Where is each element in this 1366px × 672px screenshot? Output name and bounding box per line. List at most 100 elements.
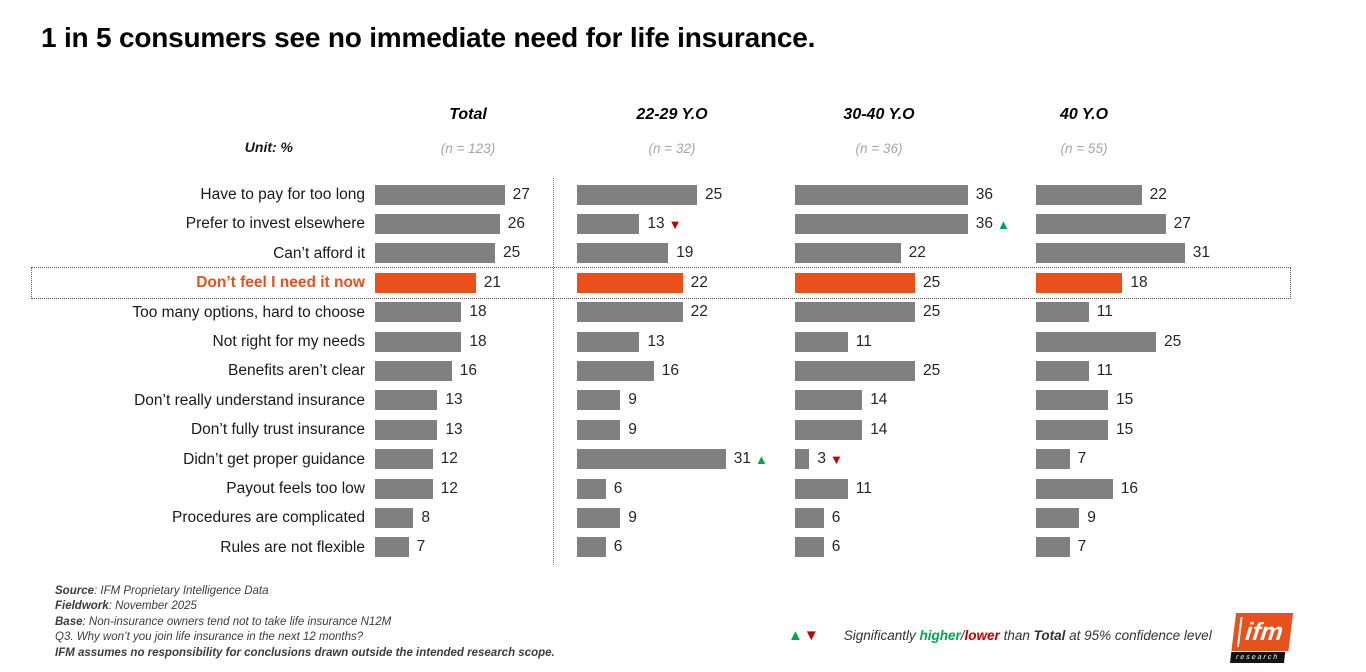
bar-value: 22 bbox=[690, 303, 708, 321]
bar-cell: 27 bbox=[375, 184, 530, 205]
significantly-higher-icon: ▲ bbox=[997, 216, 1010, 232]
bar-value: 22 bbox=[908, 244, 926, 262]
bar bbox=[577, 243, 669, 264]
bar bbox=[795, 478, 848, 499]
bar-value: 31 bbox=[733, 450, 752, 468]
bar-value: 13 bbox=[445, 391, 463, 409]
bar-value: 21 bbox=[483, 273, 502, 291]
bar-cell: 18 bbox=[1036, 272, 1148, 293]
bar-value: 16 bbox=[661, 362, 680, 380]
significance-legend: ▲▼ Significantly higher/lower than Total… bbox=[788, 627, 1212, 644]
row-label: Have to pay for too long bbox=[200, 186, 365, 203]
bar bbox=[795, 390, 863, 411]
legend-text: Significantly higher/lower than Total at… bbox=[843, 628, 1212, 643]
row-label: Payout feels too low bbox=[226, 480, 365, 497]
bar-cell: 25 bbox=[577, 184, 722, 205]
column-base-total: (n = 123) bbox=[440, 141, 496, 156]
ifm-logo: ifm research bbox=[1229, 613, 1294, 663]
bar-cell: 27 bbox=[1036, 214, 1191, 235]
bar-value: 14 bbox=[870, 420, 888, 438]
bar-value: 12 bbox=[440, 479, 458, 497]
bar bbox=[1036, 508, 1080, 529]
row-label: Don’t fully trust insurance bbox=[190, 421, 365, 439]
bar-cell: 12 bbox=[375, 478, 458, 499]
bar-value: 15 bbox=[1116, 391, 1134, 409]
chart-row: Too many options, hard to choose 18 22 25 11 bbox=[0, 298, 1366, 327]
bar-cell: 6 bbox=[577, 478, 622, 499]
bar-value: 16 bbox=[1120, 479, 1139, 497]
bar-cell: 9 bbox=[577, 390, 637, 411]
bar-cell: 11 bbox=[795, 478, 872, 499]
bar bbox=[1036, 331, 1156, 352]
bar bbox=[795, 537, 824, 558]
chart-row: Don’t really understand insurance 13 9 14 15 bbox=[0, 386, 1366, 415]
ifm-logo-subtext: research bbox=[1229, 652, 1286, 663]
bar-value: 18 bbox=[1130, 273, 1148, 291]
bar-cell: 25 bbox=[375, 243, 520, 264]
bar-cell: 14 bbox=[795, 419, 888, 440]
bar bbox=[375, 419, 438, 440]
chart-row: Benefits aren’t clear 16 16 25 11 bbox=[0, 356, 1366, 385]
footer-source-label: Source bbox=[55, 585, 94, 597]
footer-base-label: Base bbox=[55, 615, 83, 628]
footer-fieldwork-label: Fieldwork bbox=[55, 600, 109, 613]
bar bbox=[795, 361, 915, 382]
bar-cell: 13 bbox=[375, 419, 463, 440]
bar bbox=[795, 243, 901, 264]
bar bbox=[577, 449, 726, 470]
bar bbox=[577, 361, 654, 382]
bar-value: 3 bbox=[817, 450, 827, 468]
column-header-40: 40 Y.O bbox=[1059, 106, 1109, 123]
bar-cell: 36 bbox=[795, 184, 993, 205]
bar bbox=[375, 243, 495, 264]
chart-row: Can’t afford it 25 19 22 31 bbox=[0, 239, 1366, 268]
bar bbox=[1036, 390, 1108, 411]
bar-value: 11 bbox=[1096, 362, 1113, 380]
ifm-logo-text: ifm bbox=[1243, 617, 1285, 646]
column-header-total: Total bbox=[449, 106, 487, 123]
column-base-40: (n = 55) bbox=[1060, 141, 1108, 156]
footer-fieldwork-text: : November 2025 bbox=[108, 600, 197, 613]
bar bbox=[375, 390, 438, 411]
bar-cell: 21 bbox=[375, 272, 502, 293]
bar-cell: 9 bbox=[1036, 508, 1096, 529]
bar-value: 11 bbox=[855, 332, 872, 350]
bar-value: 7 bbox=[416, 538, 426, 556]
bar bbox=[577, 331, 640, 352]
bar bbox=[1036, 478, 1113, 499]
row-label: Don’t really understand insurance bbox=[134, 391, 365, 409]
bar-cell: 25 bbox=[795, 272, 940, 293]
bar-value: 25 bbox=[1164, 332, 1182, 350]
legend-higher-word: higher bbox=[919, 628, 961, 643]
bar-value: 22 bbox=[1149, 185, 1167, 203]
bar-cell: 11 bbox=[1036, 302, 1113, 323]
bar bbox=[375, 184, 505, 205]
bar bbox=[1036, 361, 1089, 382]
bar-cell: 11 bbox=[795, 331, 872, 352]
bar-value: 9 bbox=[628, 509, 637, 527]
bar-value: 9 bbox=[628, 391, 637, 409]
bar-value: 6 bbox=[613, 538, 623, 556]
row-label: Prefer to invest elsewhere bbox=[185, 215, 365, 233]
chart-rows: Have to pay for too long 27 25 36 22 Prefer t… bbox=[0, 180, 1366, 563]
bar-value: 25 bbox=[923, 362, 941, 380]
footer-base-line: Base: Non-insurance owners tend not to t… bbox=[55, 615, 555, 630]
bar-value: 18 bbox=[469, 332, 487, 350]
significantly-lower-icon: ▼ bbox=[830, 451, 843, 467]
bar-value: 9 bbox=[1087, 509, 1096, 527]
bar bbox=[795, 508, 824, 529]
bar-cell: 13 ▼ bbox=[577, 214, 682, 235]
highlight-bar bbox=[795, 272, 915, 293]
bar bbox=[375, 214, 500, 235]
bar-value: 6 bbox=[831, 538, 841, 556]
bar bbox=[795, 214, 968, 235]
bar-cell: 6 bbox=[795, 537, 841, 558]
bar bbox=[375, 302, 462, 323]
column-header-22-29: 22-29 Y.O bbox=[636, 106, 708, 123]
bar-cell: 9 bbox=[577, 508, 637, 529]
chart-row: Not right for my needs 18 13 11 25 bbox=[0, 327, 1366, 356]
bar-value: 18 bbox=[469, 303, 487, 321]
bar-cell: 22 bbox=[577, 302, 708, 323]
chart-row: Have to pay for too long 27 25 36 22 bbox=[0, 180, 1366, 209]
